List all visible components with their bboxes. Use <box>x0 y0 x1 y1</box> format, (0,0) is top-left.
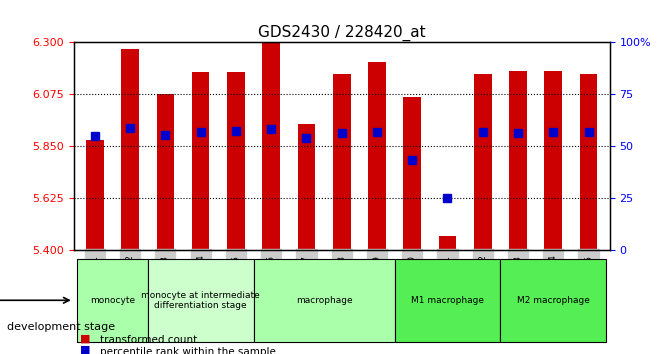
Bar <box>86 141 104 250</box>
FancyBboxPatch shape <box>148 259 253 342</box>
Bar <box>333 74 350 250</box>
Text: monocyte: monocyte <box>90 296 135 305</box>
Bar <box>580 74 598 250</box>
Bar <box>263 42 280 250</box>
Bar <box>368 62 386 250</box>
Bar <box>545 71 562 250</box>
Bar <box>192 73 210 250</box>
Text: ■: ■ <box>80 333 91 343</box>
FancyBboxPatch shape <box>395 259 500 342</box>
Text: ■: ■ <box>80 345 91 354</box>
Bar <box>439 236 456 250</box>
Bar <box>121 50 139 250</box>
Text: transformed count: transformed count <box>100 335 198 345</box>
Text: monocyte at intermediate
differentiation stage: monocyte at intermediate differentiation… <box>141 291 260 310</box>
Bar <box>509 71 527 250</box>
FancyBboxPatch shape <box>253 259 395 342</box>
Bar <box>474 74 492 250</box>
Text: macrophage: macrophage <box>295 296 352 305</box>
Text: M1 macrophage: M1 macrophage <box>411 296 484 305</box>
Text: M2 macrophage: M2 macrophage <box>517 296 590 305</box>
Bar <box>297 124 316 250</box>
Bar <box>403 97 421 250</box>
Text: percentile rank within the sample: percentile rank within the sample <box>100 347 276 354</box>
FancyBboxPatch shape <box>500 259 606 342</box>
Bar <box>157 94 174 250</box>
Bar <box>227 73 245 250</box>
Title: GDS2430 / 228420_at: GDS2430 / 228420_at <box>258 25 425 41</box>
Text: development stage: development stage <box>7 322 115 332</box>
FancyBboxPatch shape <box>77 259 148 342</box>
